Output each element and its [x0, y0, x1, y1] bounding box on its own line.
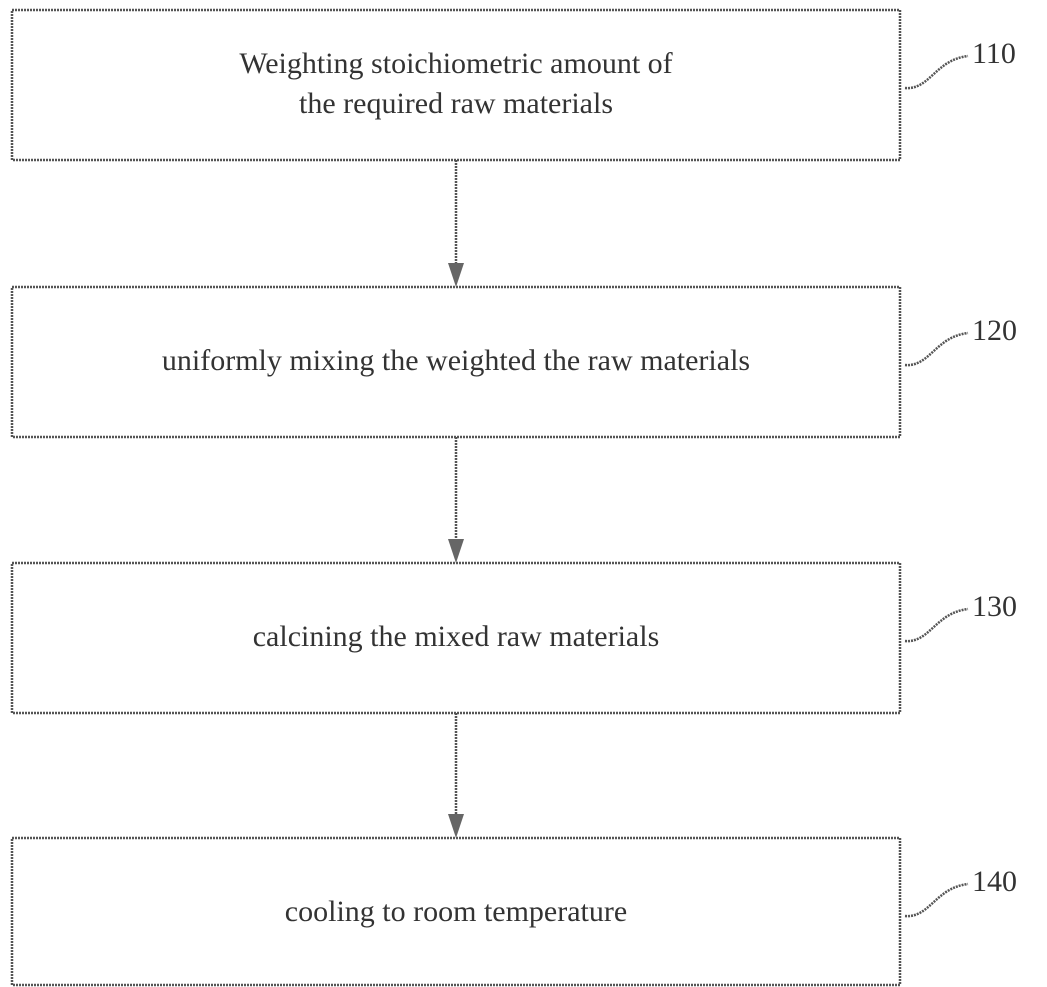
step-label: the required raw materials: [299, 87, 613, 120]
ref-number: 110: [972, 37, 1016, 70]
arrow-head: [448, 263, 464, 287]
step-box: [10, 561, 902, 715]
ref-number: 140: [972, 865, 1017, 898]
arrow-head: [448, 539, 464, 563]
ref-leader: [904, 882, 969, 918]
step-box: [10, 836, 902, 987]
ref-leader: [904, 331, 969, 367]
step-label: cooling to room temperature: [285, 895, 627, 928]
ref-leader: [904, 54, 969, 90]
step-box: [10, 8, 902, 162]
ref-number: 130: [972, 590, 1017, 623]
step-label: uniformly mixing the weighted the raw ma…: [162, 344, 750, 377]
step-label: calcining the mixed raw materials: [253, 620, 660, 653]
ref-number: 120: [972, 314, 1017, 347]
step-label: Weighting stoichiometric amount of: [239, 47, 672, 80]
ref-leader: [904, 607, 969, 643]
arrow-head: [448, 814, 464, 838]
